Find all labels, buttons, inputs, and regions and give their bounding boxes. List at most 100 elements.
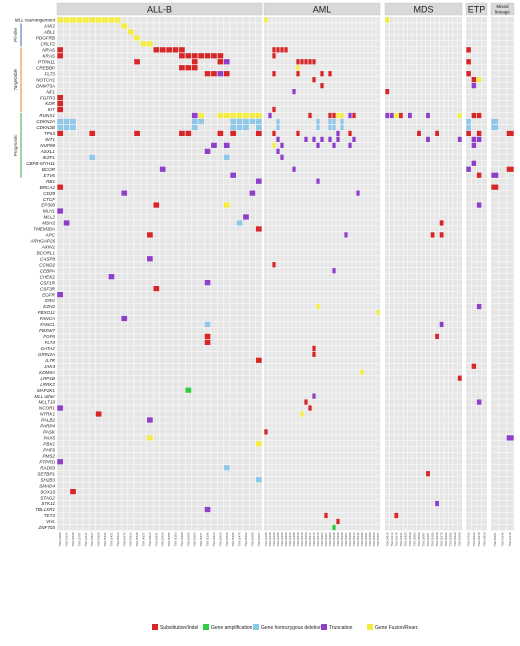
mutation-cell [491, 118, 499, 125]
legend-swatch [321, 624, 327, 630]
sample-label: TSH14030 [71, 532, 75, 547]
mutation-cell [304, 399, 308, 405]
mutation-cell [121, 23, 128, 29]
gene-label: SH2B3 [40, 477, 55, 482]
gene-label: LRRK2 [40, 382, 55, 387]
mutation-cell [491, 172, 499, 178]
gene-label: BCOR [42, 167, 56, 172]
mutation-cell [491, 184, 499, 190]
mutation-cell [344, 232, 348, 238]
mutation-cell [304, 59, 308, 65]
mutation-cell [198, 118, 204, 125]
mutation-cell [476, 77, 482, 83]
legend-label: Gene amplification [211, 625, 253, 631]
mutation-cell [417, 130, 421, 137]
gene-label: PASK [43, 430, 56, 435]
mutation-cell [457, 136, 462, 143]
sample-label: TSH15425 [225, 532, 229, 547]
mutation-cell [264, 17, 268, 23]
sample-label: TSH14155 [264, 532, 268, 547]
mutation-cell [272, 262, 276, 268]
legend-label: Gene Fusion/Rearr. [375, 625, 419, 631]
gene-label: MSH2 [42, 221, 55, 226]
gene-label: STK11 [41, 501, 55, 506]
mutation-cell [57, 124, 64, 131]
legend-swatch [367, 624, 373, 630]
mutation-cell [296, 130, 300, 137]
panel-title: lineage [495, 10, 510, 15]
panel-header [263, 2, 381, 16]
gene-label: CDKN2A [36, 119, 55, 124]
mutation-cell [268, 112, 272, 119]
gene-label: FANCL [40, 322, 55, 327]
mutation-cell [476, 399, 482, 405]
mutation-cell [249, 118, 256, 125]
gene-label: NTRK1 [40, 412, 56, 417]
sample-label: TSH15787 [77, 532, 81, 547]
sample-label: TSH15150 [304, 532, 308, 547]
gene-label: PMS2 [42, 453, 55, 458]
mutation-cell [204, 280, 211, 286]
sample-label: TSH14550 [97, 532, 101, 547]
mutation-cell [348, 112, 352, 119]
gene-label: CDKN2B [36, 125, 55, 130]
mutation-cell [147, 435, 153, 441]
mutation-cell [243, 124, 249, 131]
mutation-cell [230, 130, 237, 137]
sample-label: TSH15425 [218, 532, 222, 547]
mutation-cell [356, 190, 360, 196]
mutation-cell [179, 53, 185, 59]
mutation-cell [276, 47, 280, 53]
mutation-cell [292, 166, 296, 172]
sample-label: TSH15360 [336, 532, 340, 547]
mutation-cell [217, 53, 224, 59]
sample-label: TSH15179 [316, 532, 320, 547]
mutation-cell [243, 118, 249, 125]
sample-label: TSH15491 [364, 532, 368, 547]
mutation-cell [389, 112, 394, 119]
mutation-cell [166, 47, 172, 53]
gene-label: CRLF2 [40, 42, 55, 47]
sample-label: TSH15209 [186, 532, 190, 547]
gene-label: IKZF1 [42, 155, 55, 160]
mutation-cell [276, 118, 280, 125]
mutation-cell [217, 71, 224, 77]
mutation-cell [476, 130, 482, 137]
sample-label: TSH15203 [193, 532, 197, 547]
gene-label: ETV6 [44, 173, 56, 178]
mutation-cell [352, 112, 356, 119]
mutation-cell [140, 41, 147, 47]
gene-label: JAK2 [43, 24, 55, 29]
mutation-cell [223, 142, 230, 148]
gene-label: DNMT3A [36, 83, 55, 88]
mutation-cell [348, 130, 352, 137]
gene-label: PHF6 [43, 447, 55, 452]
gene-label: KIT [48, 107, 56, 112]
mutation-cell [204, 53, 211, 59]
mutation-cell [328, 112, 332, 119]
legend-label: Substitution/Indel [160, 625, 198, 631]
sample-label: TSH15423 [116, 532, 120, 547]
mutation-cell [506, 166, 514, 172]
mutation-cell [211, 53, 217, 59]
mutation-cell [134, 59, 140, 65]
gene-label: SETBP1 [37, 471, 55, 476]
mutation-cell [63, 17, 70, 23]
mutation-cell [255, 118, 262, 125]
mutation-cell [57, 100, 64, 107]
mutation-cell [476, 202, 482, 208]
gene-label: KDM5A [39, 370, 55, 375]
sample-label: TSH14527 [90, 532, 94, 547]
mutation-cell [249, 112, 256, 119]
mutation-cell [476, 136, 482, 143]
mutation-cell [439, 232, 444, 238]
gene-label: KRAS [42, 53, 55, 58]
sample-label: TSH14472 [122, 532, 126, 547]
mutation-cell [398, 112, 403, 119]
mutation-cell [147, 256, 153, 262]
legend-swatch [203, 624, 209, 630]
mutation-cell [204, 321, 211, 328]
mutation-cell [185, 53, 192, 59]
mutation-cell [134, 35, 140, 41]
